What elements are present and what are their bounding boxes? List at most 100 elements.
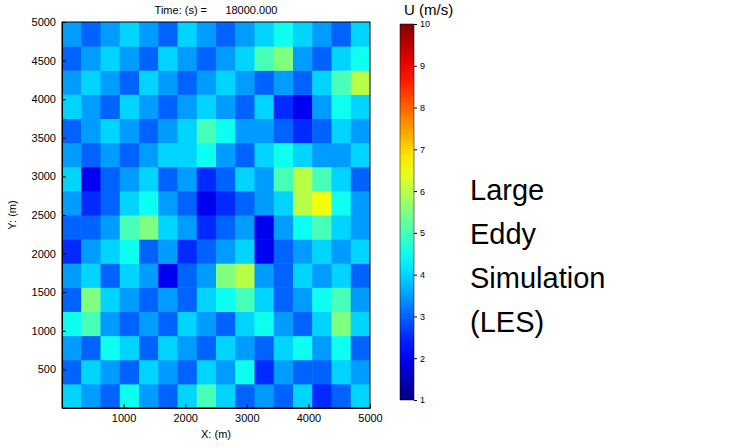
chart: 1000200030004000500050010001500200025003…	[0, 0, 743, 448]
x-axis: 10002000300040005000	[63, 404, 383, 424]
cell	[235, 167, 255, 192]
cell	[235, 239, 255, 264]
cell	[216, 287, 236, 312]
cell	[158, 119, 178, 144]
cell	[274, 263, 294, 288]
cell	[101, 191, 121, 216]
y-axis-title: Y: (m)	[6, 200, 18, 229]
cell	[101, 119, 121, 144]
colorbar-tick-mark	[414, 233, 417, 234]
cell	[351, 94, 370, 119]
cell	[139, 119, 159, 144]
cell	[274, 384, 294, 408]
cell	[312, 215, 332, 240]
cell	[139, 312, 159, 337]
cell	[312, 263, 332, 288]
cell	[216, 94, 236, 119]
cell	[351, 239, 370, 264]
cell	[101, 312, 121, 337]
cell	[81, 143, 101, 168]
y-tick: 500	[38, 363, 66, 375]
x-tick-label: 4000	[297, 412, 321, 424]
cell	[120, 70, 140, 95]
cell	[332, 239, 352, 264]
cell	[62, 263, 82, 288]
cell	[274, 94, 294, 119]
cell	[120, 312, 140, 337]
cell	[81, 167, 101, 192]
cell	[235, 312, 255, 337]
cell	[178, 46, 198, 71]
heatmap-cells	[62, 22, 370, 408]
cell	[120, 143, 140, 168]
cell	[235, 119, 255, 144]
cell	[235, 143, 255, 168]
cell	[101, 239, 121, 264]
cell	[81, 119, 101, 144]
colorbar-tick: 2	[414, 354, 425, 364]
cell	[178, 384, 198, 408]
x-tick: 3000	[235, 404, 259, 424]
cell	[120, 215, 140, 240]
cell	[101, 167, 121, 192]
x-tick-label: 5000	[358, 412, 382, 424]
colorbar-tick-mark	[414, 149, 417, 150]
cell	[293, 143, 313, 168]
y-tick: 2000	[32, 248, 66, 260]
cell	[293, 384, 313, 408]
cell	[351, 312, 370, 337]
colorbar-tick: 4	[414, 270, 425, 280]
cell	[120, 167, 140, 192]
x-tick-mark	[308, 404, 309, 408]
cell	[139, 46, 159, 71]
cell	[235, 70, 255, 95]
cell	[158, 312, 178, 337]
cell	[312, 191, 332, 216]
y-tick-label: 2500	[32, 209, 56, 221]
cell	[312, 70, 332, 95]
cell	[178, 215, 198, 240]
x-tick-mark	[124, 404, 125, 408]
cell	[312, 119, 332, 144]
cell	[351, 191, 370, 216]
cell	[216, 119, 236, 144]
cell	[216, 312, 236, 337]
cell	[101, 384, 121, 408]
cell	[101, 336, 121, 361]
cell	[293, 360, 313, 385]
cell	[62, 287, 82, 312]
x-tick-label: 3000	[235, 412, 259, 424]
cell	[235, 360, 255, 385]
cell	[274, 70, 294, 95]
cell	[312, 46, 332, 71]
cell	[197, 287, 217, 312]
cell	[62, 167, 82, 192]
cell	[62, 336, 82, 361]
cell	[197, 191, 217, 216]
cell	[216, 143, 236, 168]
cell	[197, 46, 217, 71]
y-tick: 2500	[32, 209, 66, 221]
cell	[255, 263, 275, 288]
cell	[235, 263, 255, 288]
cell	[332, 22, 352, 47]
colorbar-tick: 7	[414, 145, 425, 155]
cell	[197, 312, 217, 337]
cell	[120, 22, 140, 47]
cell	[332, 263, 352, 288]
cell	[216, 215, 236, 240]
colorbar-tick: 10	[414, 19, 430, 29]
cell	[197, 384, 217, 408]
plot-frame	[62, 22, 370, 408]
y-tick-mark	[62, 61, 66, 62]
cell	[120, 46, 140, 71]
y-tick-label: 1500	[32, 286, 56, 298]
cell	[101, 94, 121, 119]
cell	[332, 46, 352, 71]
cell	[178, 287, 198, 312]
y-tick-mark	[62, 254, 66, 255]
cell	[351, 215, 370, 240]
cell	[332, 167, 352, 192]
cell	[139, 287, 159, 312]
cell	[351, 119, 370, 144]
